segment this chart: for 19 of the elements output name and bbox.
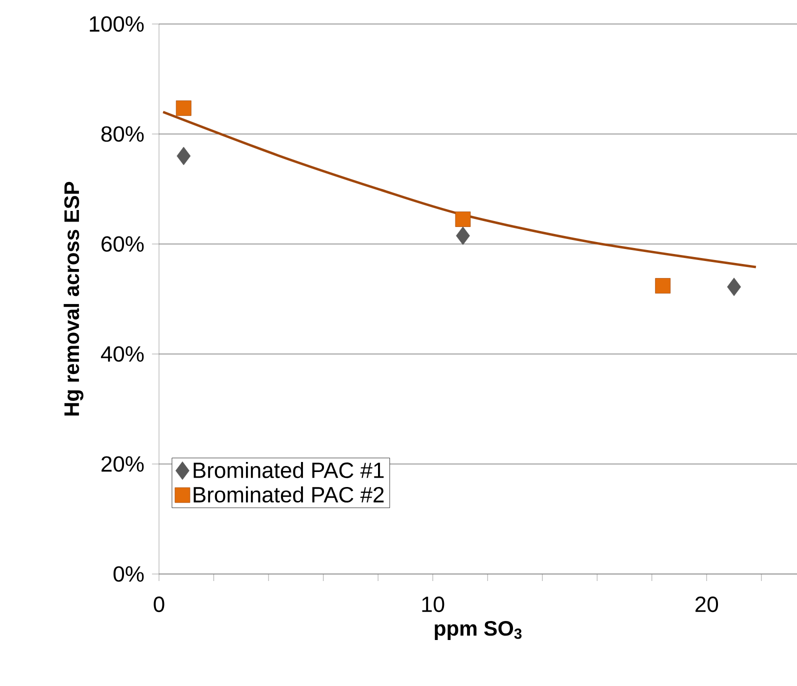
y-tick-label: 0% [114,566,144,582]
y-tick-label: 20% [102,456,144,472]
point [455,212,471,227]
x-tick-label: 10 [422,596,444,612]
y-axis-title: Hg removal across ESP [64,182,84,416]
legend-label: Brominated PAC #1 [194,462,384,478]
point [655,278,671,294]
point [176,146,191,166]
y-tick-label: 100% [90,16,144,32]
x-tick-label: 0 [154,596,164,612]
point [727,278,741,296]
y-tick-label: 60% [102,236,144,252]
y-tick-label: 40% [100,346,144,362]
x-axis-title: ppm SO$_{3}$ [434,620,522,640]
point [456,226,470,245]
y-tick-label: 80% [101,126,144,142]
legend-label: Brominated PAC #2 [194,486,384,503]
x-tick-label: 20 [696,596,718,612]
point [176,100,192,116]
